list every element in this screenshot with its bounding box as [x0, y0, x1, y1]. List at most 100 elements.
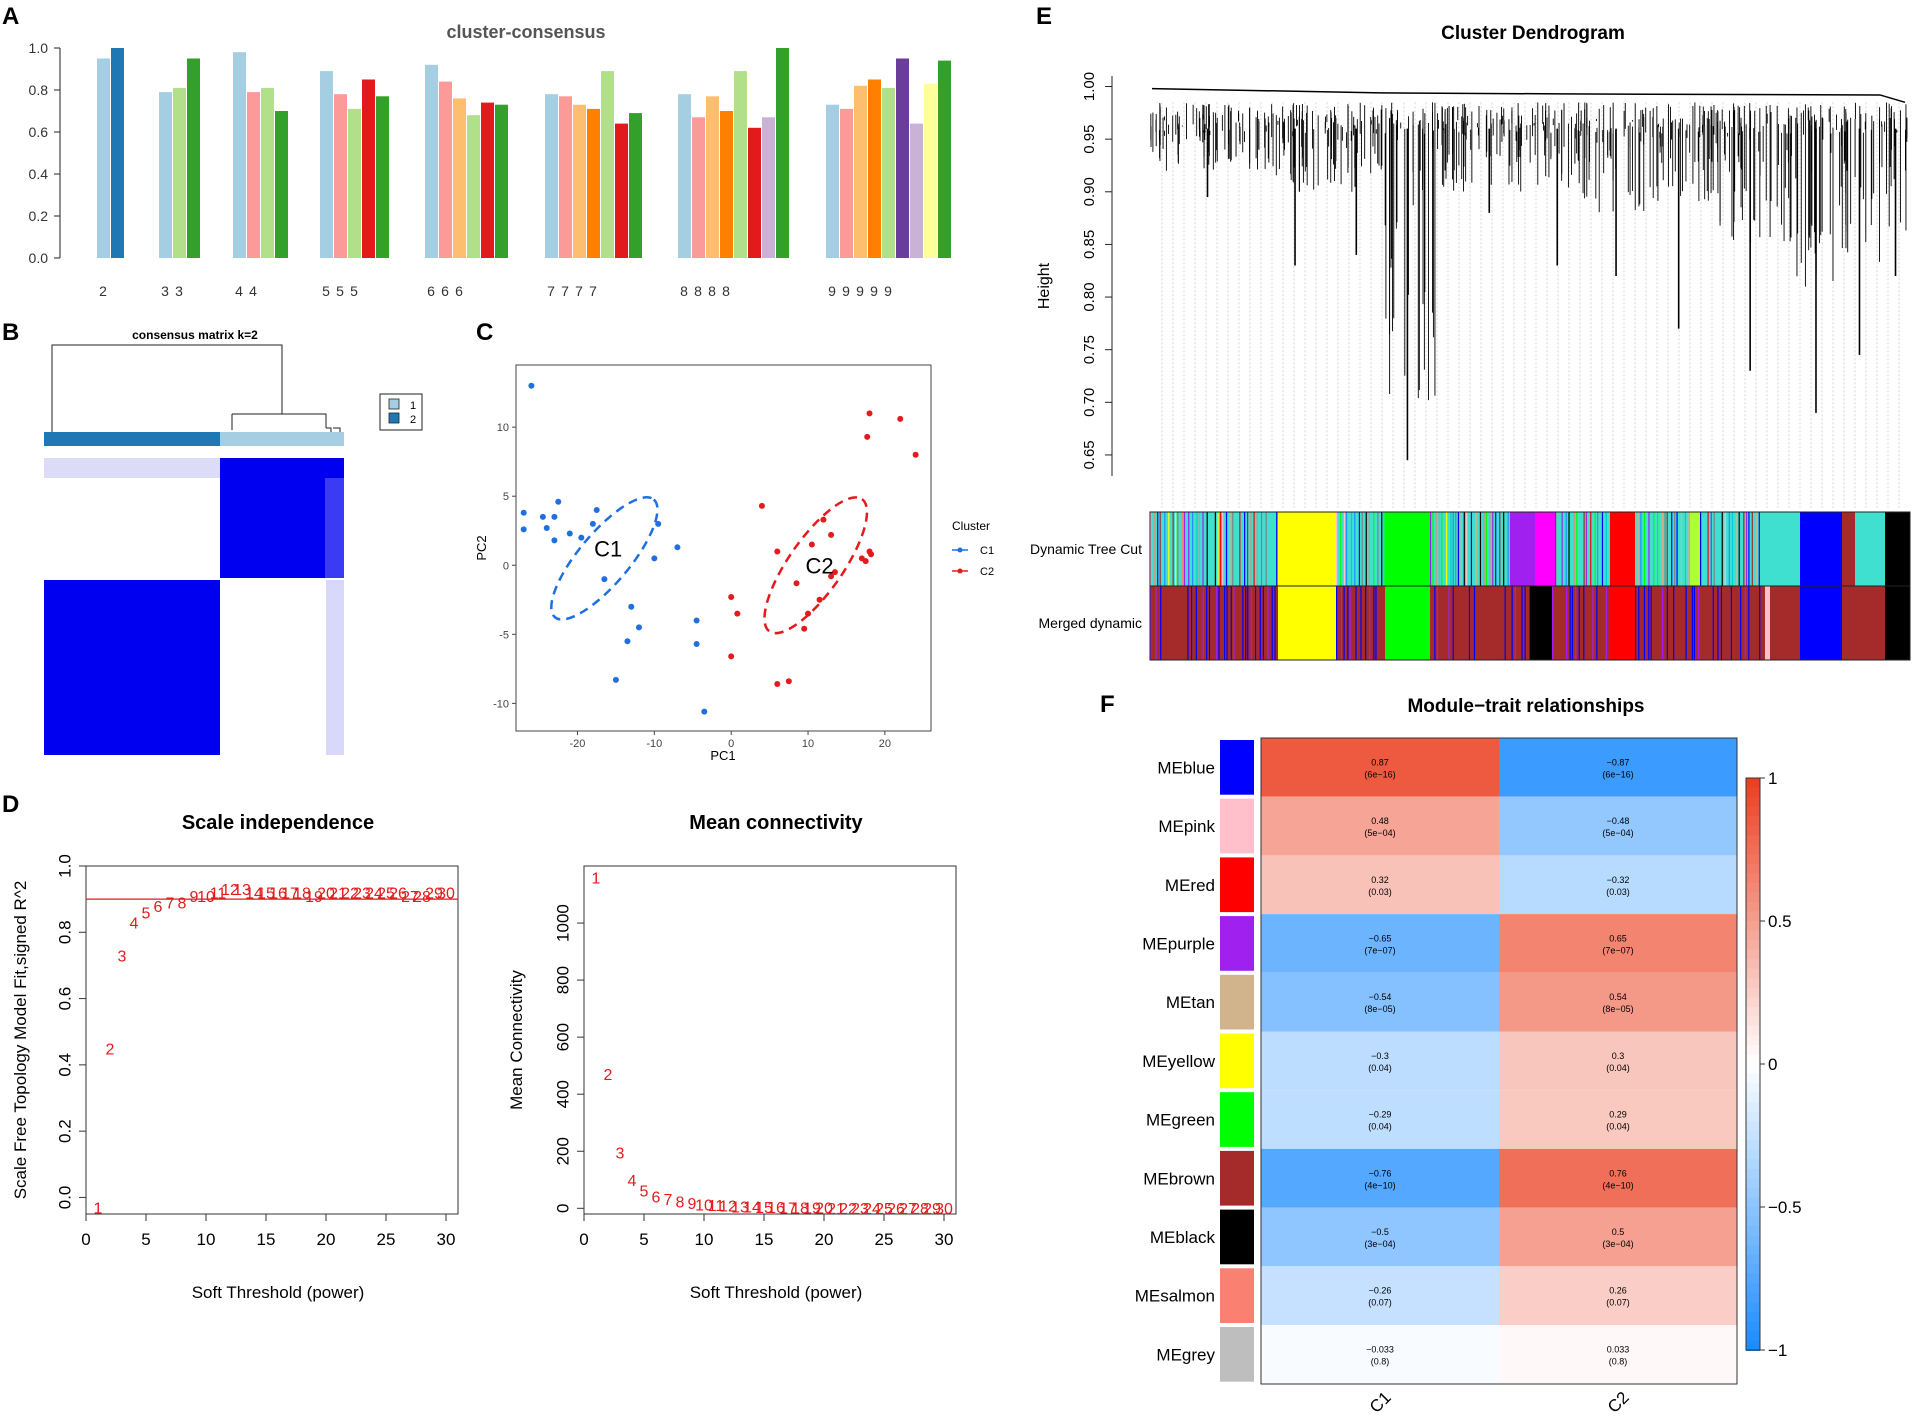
- power-label: 20: [317, 886, 335, 903]
- colorbar-step: [1746, 1187, 1760, 1199]
- power-label: 15: [257, 886, 275, 903]
- module-color-stripe: [1362, 586, 1364, 660]
- module-color-stripe: [1430, 586, 1432, 660]
- module-color-stripe: [1250, 586, 1252, 660]
- pca-point-c1: [635, 624, 642, 631]
- module-color-stripe: [1436, 586, 1438, 660]
- module-color-stripe: [1343, 586, 1345, 660]
- x-tick-label: 30: [935, 1230, 954, 1249]
- y-tick-label: 0.80: [1081, 282, 1098, 311]
- colorbar-step: [1746, 1044, 1760, 1056]
- y-tick-label: 1000: [553, 904, 572, 942]
- colorbar-step: [1746, 1006, 1760, 1018]
- power-label: 5: [640, 1184, 649, 1201]
- pca-point-c1: [593, 507, 600, 514]
- pca-point-c1: [589, 520, 596, 527]
- y-tick-label: 0.85: [1081, 230, 1098, 259]
- correlation-value: −0.26: [1369, 1286, 1392, 1296]
- y-tick-label: 0.2: [55, 1119, 74, 1143]
- cluster-bar-1: [220, 432, 344, 446]
- module-color-stripe: [1594, 512, 1596, 586]
- module-color-stripe: [1152, 586, 1154, 660]
- p-value: (0.8): [1371, 1356, 1390, 1366]
- module-color-stripe: [1635, 586, 1637, 660]
- legend-swatch-2: [388, 412, 400, 424]
- consensus-bar: [854, 85, 867, 258]
- pca-point-c1: [655, 520, 662, 527]
- x-tick-label: 8: [680, 283, 688, 299]
- mean-connectivity-y-label: Mean Connectivity: [507, 970, 526, 1110]
- correlation-value: 0.26: [1609, 1286, 1627, 1296]
- colorbar-step: [1746, 1283, 1760, 1294]
- pca-point-c2: [862, 558, 869, 565]
- pca-point-c1: [551, 537, 558, 544]
- module-color-stripe: [1224, 586, 1226, 660]
- module-color-stripe: [1702, 586, 1704, 660]
- p-value: (8e−05): [1364, 1004, 1395, 1014]
- pca-points: [520, 382, 919, 715]
- x-tick-label: 5: [336, 283, 344, 299]
- heatmap-cell: [1261, 855, 1499, 915]
- correlation-value: 0.87: [1371, 757, 1389, 767]
- y-tick-label: 200: [553, 1137, 572, 1165]
- colorbar-step: [1746, 1245, 1760, 1256]
- scale-independence-frame: [85, 865, 459, 1215]
- module-color-stripe: [1262, 586, 1264, 660]
- pca-point-c1: [539, 513, 546, 520]
- power-label: 14: [245, 886, 263, 903]
- module-color-stripe: [1519, 586, 1521, 660]
- module-label: MEpink: [1158, 817, 1215, 836]
- legend-text-c1: C1: [980, 545, 994, 557]
- module-color-stripe: [1573, 512, 1575, 586]
- module-color-stripe: [1354, 512, 1356, 586]
- colorbar-step: [1746, 1149, 1760, 1161]
- module-color-stripe: [1569, 586, 1571, 660]
- pca-point-c2: [828, 531, 835, 538]
- module-color-stripe: [1738, 512, 1740, 586]
- power-label: 26: [389, 886, 407, 903]
- module-color-stripe: [1495, 512, 1497, 586]
- colorbar-step: [1746, 1121, 1760, 1132]
- y-tick-label: 1.00: [1081, 72, 1098, 101]
- y-tick-label: 5: [503, 491, 509, 503]
- pca-point-c1: [528, 382, 535, 389]
- module-color-stripe: [1691, 586, 1693, 660]
- module-color-stripe: [1233, 586, 1235, 660]
- pca-point-c1: [551, 513, 558, 520]
- colorbar-step: [1746, 1273, 1760, 1285]
- power-label: 7: [166, 895, 175, 912]
- consensus-bar: [748, 127, 761, 258]
- column-label: C1: [1366, 1388, 1395, 1417]
- module-label: MEblue: [1157, 758, 1215, 777]
- consensus-bar: [247, 92, 260, 258]
- module-color-stripe: [1217, 512, 1219, 586]
- colorbar-step: [1746, 882, 1760, 894]
- pca-point-c2: [805, 610, 812, 617]
- row-label-dynamic-tree-cut: Dynamic Tree Cut: [1030, 541, 1142, 557]
- legend-label-2: 2: [410, 414, 416, 426]
- module-color-stripe: [1383, 512, 1385, 586]
- column-label: C2: [1604, 1388, 1633, 1417]
- x-tick-label: 5: [639, 1230, 648, 1249]
- module-swatch: [1220, 1150, 1254, 1206]
- module-color-stripe: [1150, 512, 1152, 586]
- colorbar-tick-label: −0.5: [1768, 1198, 1802, 1217]
- module-color-stripe: [1590, 512, 1592, 586]
- module-color-stripe: [1347, 586, 1349, 660]
- module-color-stripe: [1206, 512, 1208, 586]
- module-color-stripe: [1479, 512, 1482, 586]
- module-color-stripe: [1357, 586, 1359, 660]
- colorbar-tick-label: −1: [1768, 1341, 1787, 1360]
- module-color-stripe: [1459, 586, 1461, 660]
- module-swatch: [1220, 1327, 1254, 1382]
- module-color-stripe: [1373, 586, 1375, 660]
- colorbar-step: [1746, 987, 1760, 999]
- module-color-stripe: [1271, 586, 1273, 660]
- consensus-bar: [275, 111, 288, 258]
- power-label: 8: [178, 895, 187, 912]
- module-color-stripe: [1583, 586, 1585, 660]
- consensus-dendrogram-root: [51, 344, 283, 432]
- consensus-bar: [97, 58, 110, 258]
- heatmap-cell: [1499, 1031, 1737, 1091]
- p-value: (5e−04): [1602, 828, 1633, 838]
